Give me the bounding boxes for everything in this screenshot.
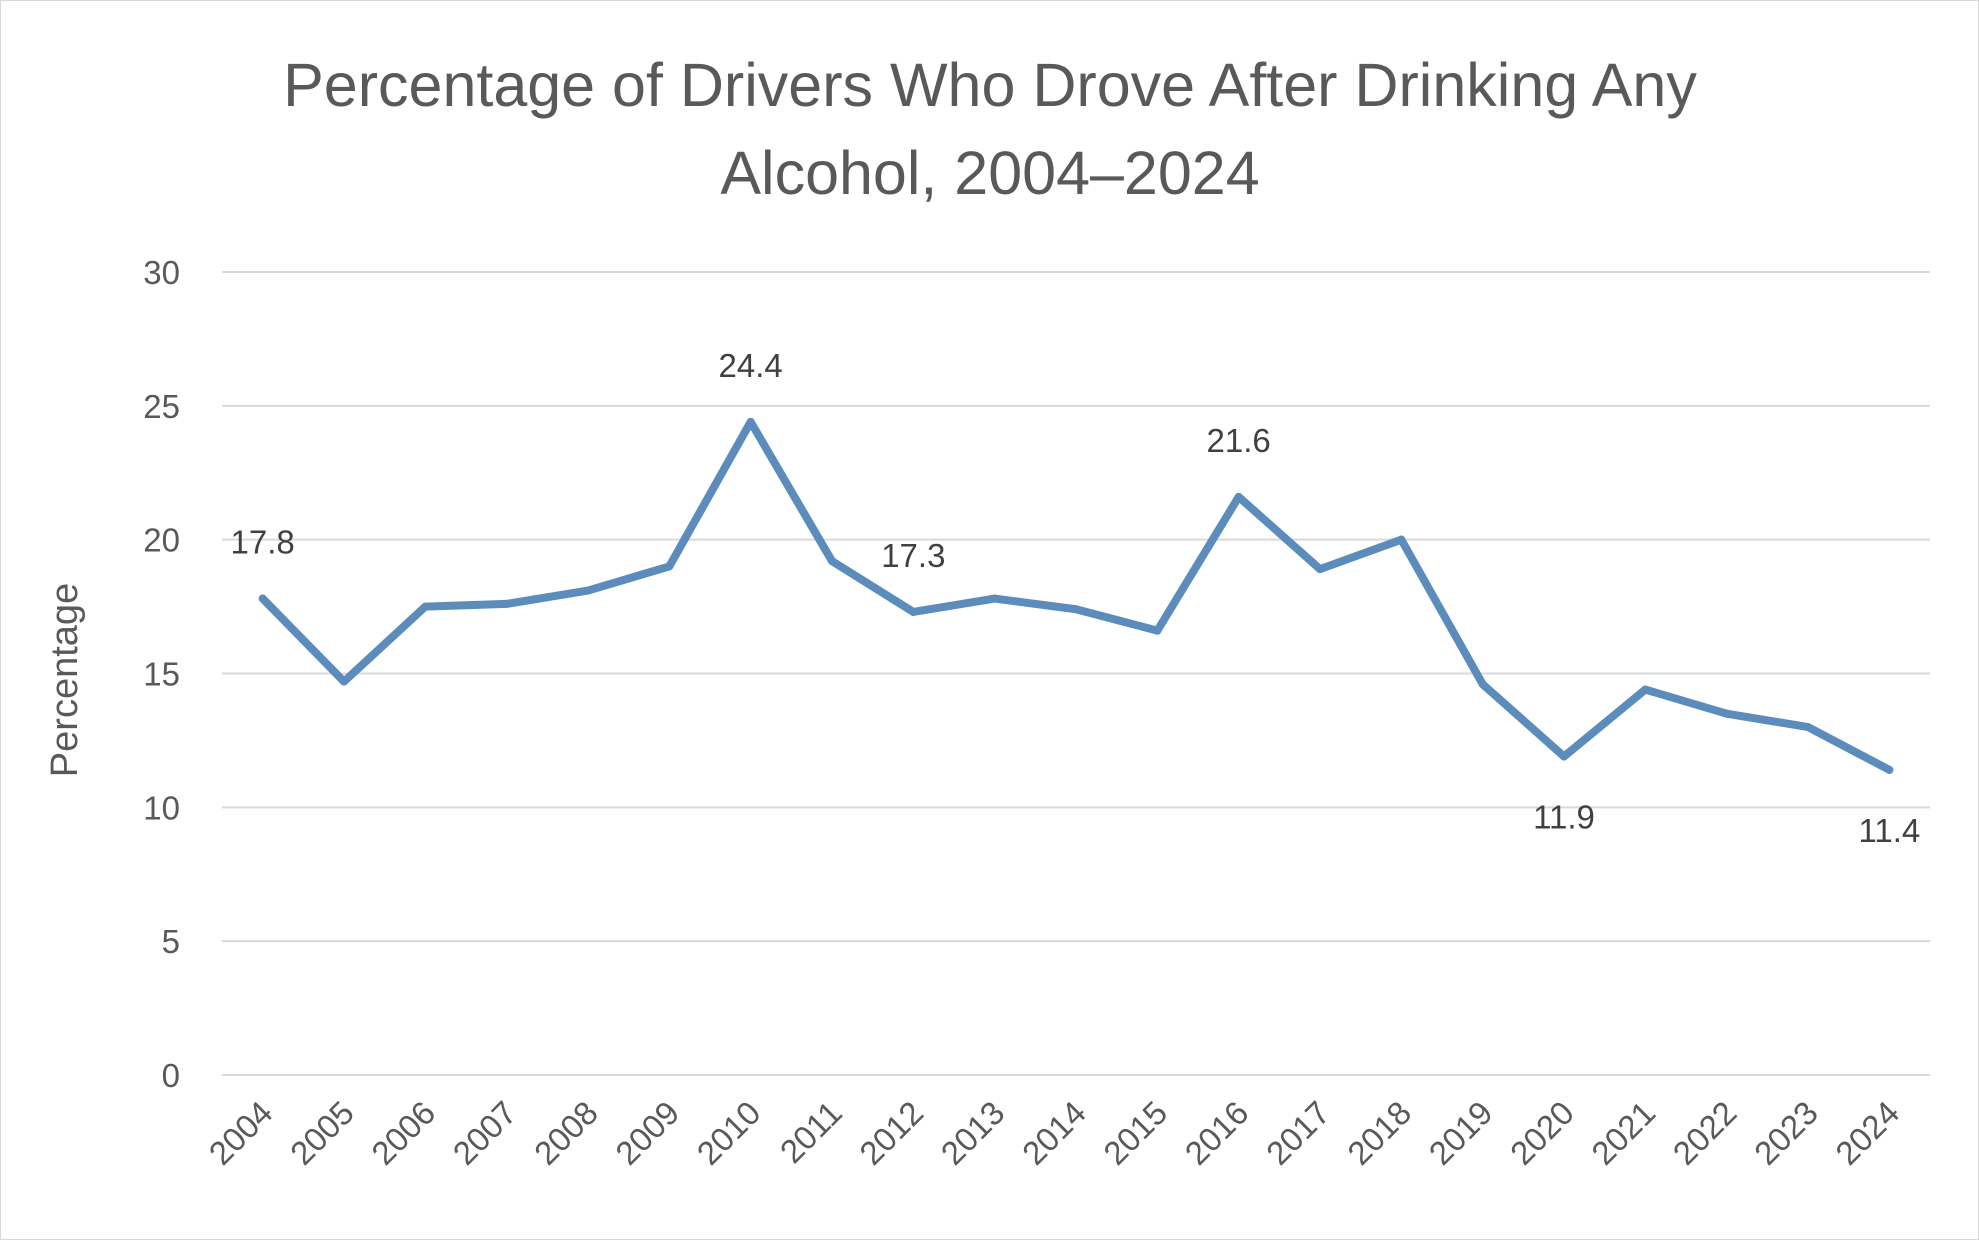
data-point-2016 — [1234, 492, 1243, 501]
y-tick-label: 5 — [162, 923, 180, 960]
data-point-2013 — [990, 594, 999, 603]
data-label-2012: 17.3 — [881, 537, 945, 574]
data-point-2020 — [1560, 752, 1568, 761]
x-tick-label: 2006 — [364, 1094, 442, 1172]
x-tick-label: 2022 — [1666, 1094, 1744, 1172]
data-point-2018 — [1397, 535, 1406, 544]
series-line — [258, 417, 1894, 774]
data-point-2007 — [502, 599, 511, 608]
data-label-2016: 21.6 — [1207, 422, 1271, 459]
x-tick-label: 2015 — [1096, 1094, 1174, 1172]
y-tick-label: 10 — [143, 789, 180, 826]
x-tick-label: 2011 — [773, 1094, 849, 1170]
x-tick-label: 2020 — [1503, 1094, 1581, 1172]
gridlines — [222, 271, 1930, 1076]
data-point-2009 — [665, 562, 674, 571]
x-tick-label: 2018 — [1340, 1094, 1418, 1172]
data-point-2021 — [1641, 685, 1650, 694]
x-tick-label: 2005 — [283, 1094, 361, 1172]
x-tick-label: 2024 — [1828, 1094, 1906, 1172]
data-point-2023 — [1804, 723, 1812, 732]
x-tick-label: 2023 — [1747, 1094, 1825, 1172]
data-point-2015 — [1153, 626, 1162, 635]
chart-title: Percentage of Drivers Who Drove After Dr… — [283, 51, 1697, 207]
data-label-2004: 17.8 — [231, 524, 295, 561]
y-tick-label: 15 — [143, 656, 180, 693]
data-point-2010 — [746, 417, 755, 426]
x-tick-label: 2012 — [852, 1094, 930, 1172]
y-tick-label: 30 — [143, 254, 180, 291]
data-point-2004 — [258, 594, 267, 603]
y-tick-label: 20 — [143, 522, 180, 559]
data-point-2006 — [421, 602, 430, 611]
data-point-2017 — [1316, 565, 1324, 574]
x-tick-label: 2010 — [690, 1094, 768, 1172]
x-tick-label: 2021 — [1584, 1094, 1662, 1172]
x-axis-ticks: 2004 2005 2006 2007 2008 2009 2010 2011 2012 2013… — [202, 1094, 1907, 1172]
x-tick-label: 2019 — [1422, 1094, 1500, 1172]
chart-title-line-1: Percentage of Drivers Who Drove After Dr… — [283, 51, 1697, 119]
data-point-2014 — [1072, 605, 1080, 614]
x-tick-label: 2008 — [527, 1094, 605, 1172]
y-axis-title: Percentage — [44, 583, 86, 777]
data-label-2024: 11.4 — [1858, 812, 1920, 849]
chart-title-line-2: Alcohol, 2004–2024 — [720, 139, 1259, 207]
y-tick-label: 0 — [162, 1057, 180, 1094]
data-label-2010: 24.4 — [719, 347, 783, 384]
x-tick-label: 2013 — [934, 1094, 1012, 1172]
series-group — [258, 417, 1894, 774]
data-point-2019 — [1478, 680, 1487, 689]
data-point-2012 — [909, 607, 918, 616]
x-tick-label: 2014 — [1015, 1094, 1093, 1172]
data-point-2008 — [584, 586, 592, 595]
x-tick-label: 2016 — [1178, 1094, 1256, 1172]
y-axis-ticks: 0 5 10 15 20 25 30 — [143, 254, 180, 1094]
x-tick-label: 2004 — [202, 1094, 280, 1172]
x-tick-label: 2007 — [446, 1094, 524, 1172]
data-point-2011 — [828, 557, 836, 566]
x-tick-label: 2017 — [1259, 1094, 1337, 1172]
x-tick-label: 2009 — [608, 1094, 686, 1172]
data-labels: 17.8 24.4 17.3 21.6 11.9 11.4 — [231, 347, 1921, 849]
data-point-2005 — [340, 677, 348, 686]
data-point-2024 — [1885, 765, 1894, 774]
y-tick-label: 25 — [143, 388, 180, 425]
data-label-2020: 11.9 — [1533, 798, 1595, 835]
data-point-2022 — [1722, 709, 1731, 718]
